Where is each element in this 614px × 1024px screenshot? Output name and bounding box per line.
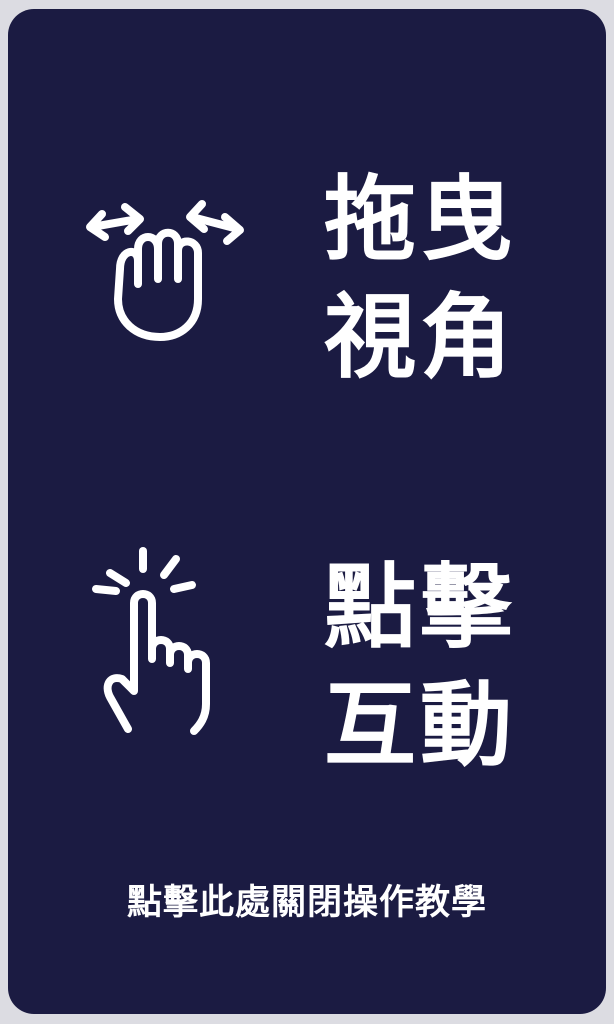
tap-label-line1: 點擊 — [324, 554, 517, 661]
tap-finger-icon — [92, 547, 210, 735]
tap-instruction-label: 點擊 互動 — [324, 549, 516, 785]
tap-label-line2: 互動 — [324, 672, 517, 779]
drag-instruction-label: 拖曳 視角 — [324, 161, 516, 397]
tutorial-overlay-panel[interactable]: 拖曳 視角 點擊 互動 點擊此處關閉操作教學 — [8, 9, 606, 1014]
drag-hand-icon — [86, 200, 244, 341]
drag-label-line2: 視角 — [324, 284, 517, 391]
close-tutorial-button[interactable]: 點擊此處關閉操作教學 — [126, 883, 487, 923]
drag-label-line1: 拖曳 — [324, 166, 517, 273]
